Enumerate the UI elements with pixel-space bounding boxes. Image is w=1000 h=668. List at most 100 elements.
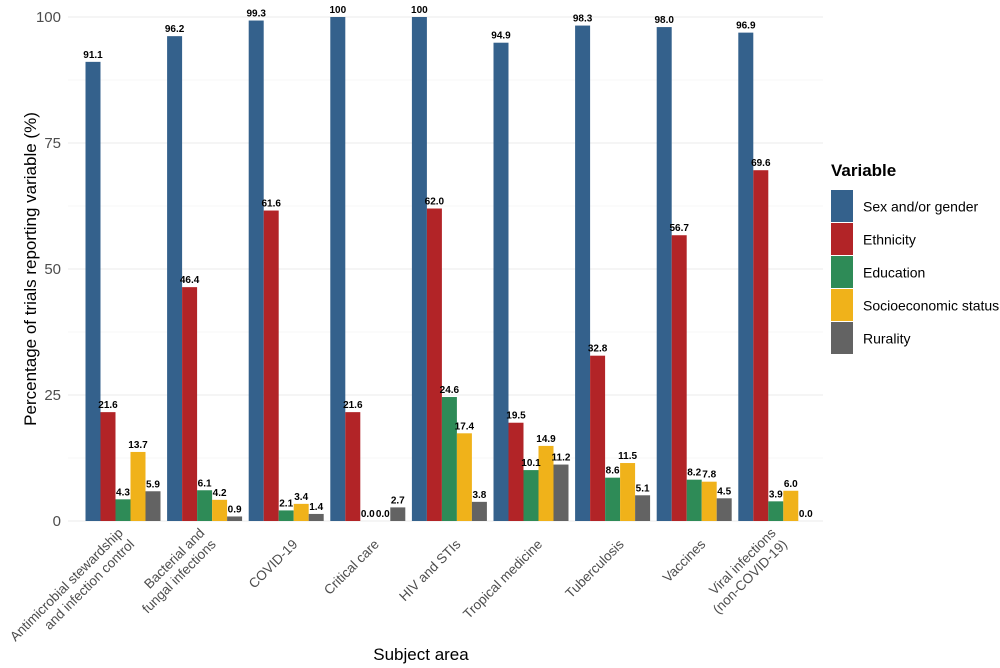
x-tick-label: Tropical medicine [460,537,545,622]
bar [553,464,569,521]
data-label: 8.6 [606,466,620,477]
data-label: 98.0 [654,15,674,26]
data-label: 2.7 [391,495,405,506]
legend-swatch [831,256,853,288]
bar [167,36,183,521]
data-label: 1.4 [309,502,323,513]
bar [656,27,672,522]
data-label: 5.1 [636,483,650,494]
bar [115,499,131,521]
bar [85,61,101,522]
bar [212,499,228,521]
legend-label: Education [863,265,925,281]
data-label: 62.0 [425,197,445,208]
legend-swatch [831,190,853,222]
data-label: 3.4 [294,492,308,503]
bar [716,498,732,521]
bar [182,287,198,521]
data-label: 4.5 [717,486,731,497]
data-label: 0.0 [376,509,390,520]
data-label: 4.2 [213,488,227,499]
bar [441,397,457,521]
bar [575,25,591,522]
legend-swatch [831,289,853,321]
data-label: 6.0 [784,479,798,490]
bar [768,501,784,521]
data-label: 99.3 [246,9,266,20]
bar [145,491,161,521]
data-label: 19.5 [506,411,526,422]
data-label: 11.5 [618,451,637,462]
x-tick-label: HIV and STIs [396,536,464,604]
bar [523,470,539,521]
data-label: 0.0 [361,509,375,520]
bar [620,463,636,521]
legend-swatch [831,223,853,255]
y-tick-label: 50 [44,261,61,278]
data-label: 5.9 [146,479,160,490]
bar [538,445,554,521]
x-tick-label: COVID-19 [246,537,301,592]
bar [390,507,406,521]
y-axis-ticks: 0 25 50 75 100 [36,9,61,530]
x-tick-label: Bacterial andfungal infections [128,525,219,616]
bar [263,210,279,521]
x-tick-label: Viral infections(non-COVID-19) [699,525,791,617]
data-label: 24.6 [440,385,460,396]
x-tick-label: Vaccines [660,536,709,585]
data-label: 7.8 [702,470,716,481]
bar [293,503,309,521]
data-label: 14.9 [536,434,556,445]
data-label: 61.6 [261,199,281,210]
data-label: 6.1 [198,478,212,489]
bar [330,17,346,521]
data-label: 10.1 [521,458,541,469]
bar [278,510,294,521]
data-label: 8.2 [687,468,701,479]
bar [100,412,116,521]
data-label: 96.2 [165,24,185,35]
bar [590,355,606,521]
data-label: 0.9 [228,504,242,515]
data-label: 4.3 [116,487,130,498]
bar [671,235,687,521]
bars [85,17,799,522]
data-label: 21.6 [343,400,363,411]
data-label: 13.7 [128,440,148,451]
x-tick-label: Tuberculosis [562,536,627,601]
x-tick-label: Critical care [321,537,382,598]
data-label: 100 [329,5,346,16]
bar [605,477,621,521]
data-label: 56.7 [669,223,689,234]
bar [783,490,799,521]
data-label: 11.2 [552,453,571,464]
bar [248,20,264,521]
y-tick-label: 25 [44,387,61,404]
data-label: 3.9 [769,489,783,500]
x-axis-ticks: Antimicrobial stewardshipand infection c… [7,525,791,655]
y-axis-title: Percentage of trials reporting variable … [21,112,40,426]
x-tick-label: Antimicrobial stewardshipand infection c… [7,525,137,655]
legend-label: Sex and/or gender [863,199,979,215]
data-label: 100 [411,5,428,16]
data-label: 91.1 [83,50,103,61]
bar [493,42,509,521]
bar [227,516,243,521]
data-label: 46.4 [180,275,200,286]
y-tick-label: 0 [53,513,61,530]
legend-title: Variable [831,161,896,180]
bar [753,170,769,521]
legend-label: Ethnicity [863,232,916,248]
y-tick-label: 75 [44,135,61,152]
data-label: 3.8 [472,490,486,501]
bar [686,479,702,521]
y-tick-label: 100 [36,9,61,26]
data-label: 96.9 [736,21,756,32]
bar [738,32,754,522]
legend: Variable Sex and/or gender Ethnicity Educa… [831,161,999,354]
bar [197,490,213,521]
bar [130,451,146,521]
data-labels: 91.1 21.6 4.3 13.7 5.9 96.2 46.4 6.14.20.9 99.3 6… [83,5,813,520]
x-axis-title: Subject area [373,645,469,664]
